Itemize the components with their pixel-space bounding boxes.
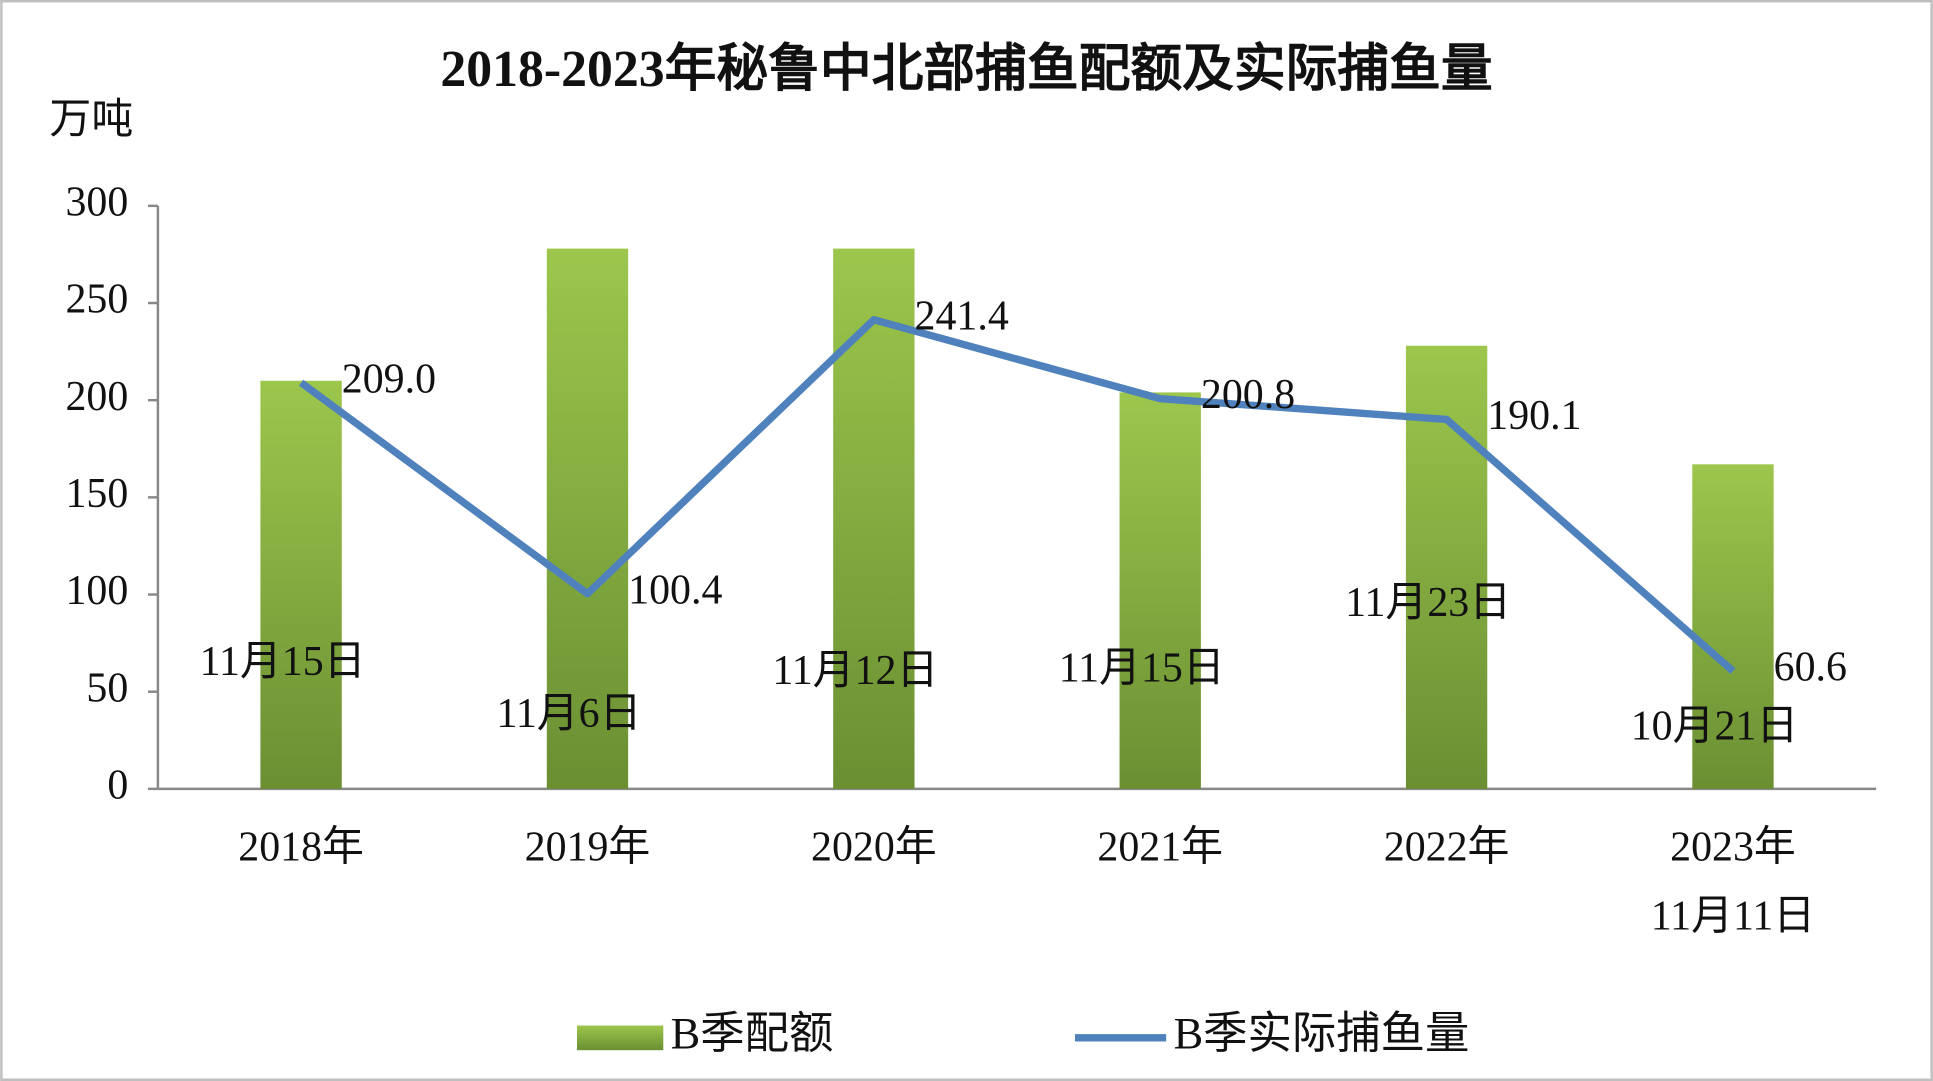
y-tick-label: 50: [86, 665, 128, 711]
bar: [1405, 345, 1488, 789]
bar: [260, 380, 342, 789]
legend-swatch: [576, 1025, 664, 1051]
x-tick-label: 2020年: [811, 823, 937, 870]
y-tick-label: 100: [65, 568, 128, 614]
x-tick-label: 2018年: [238, 823, 364, 870]
y-tick-label: 0: [107, 762, 128, 808]
annotation: 11月12日: [772, 648, 938, 694]
annotation: 11月23日: [1345, 580, 1511, 626]
x-tick-label: 2022年: [1384, 823, 1510, 870]
data-label: 190.1: [1487, 393, 1581, 439]
annotation: 11月6日: [496, 691, 641, 737]
y-axis-label: 万吨: [49, 97, 133, 143]
data-label: 241.4: [915, 293, 1009, 339]
legend-label: B季实际捕鱼量: [1174, 1008, 1470, 1058]
bar: [833, 248, 915, 789]
data-label: 209.0: [342, 356, 436, 402]
chart-title: 2018-2023年秘鲁中北部捕鱼配额及实际捕鱼量: [440, 40, 1492, 98]
data-label: 100.4: [628, 567, 722, 613]
annotation: 10月21日: [1631, 703, 1799, 749]
y-tick-label: 200: [65, 374, 128, 420]
bar: [546, 248, 629, 789]
annotation: 11月15日: [200, 639, 366, 685]
y-tick-label: 150: [65, 471, 128, 517]
x-tick-label: 2021年: [1097, 823, 1223, 870]
data-label: 60.6: [1774, 645, 1847, 691]
x-tick-label: 2019年: [525, 823, 651, 870]
annotation: 11月15日: [1059, 645, 1225, 691]
data-label: 200.8: [1201, 372, 1295, 418]
bar: [1692, 464, 1774, 789]
bar: [1119, 392, 1201, 789]
y-tick-label: 250: [65, 277, 128, 323]
legend-label: B季配额: [671, 1008, 834, 1058]
line: [298, 316, 1736, 674]
y-tick-label: 300: [65, 179, 128, 225]
x-tick-label: 2023年 11月11日: [1651, 823, 1815, 939]
